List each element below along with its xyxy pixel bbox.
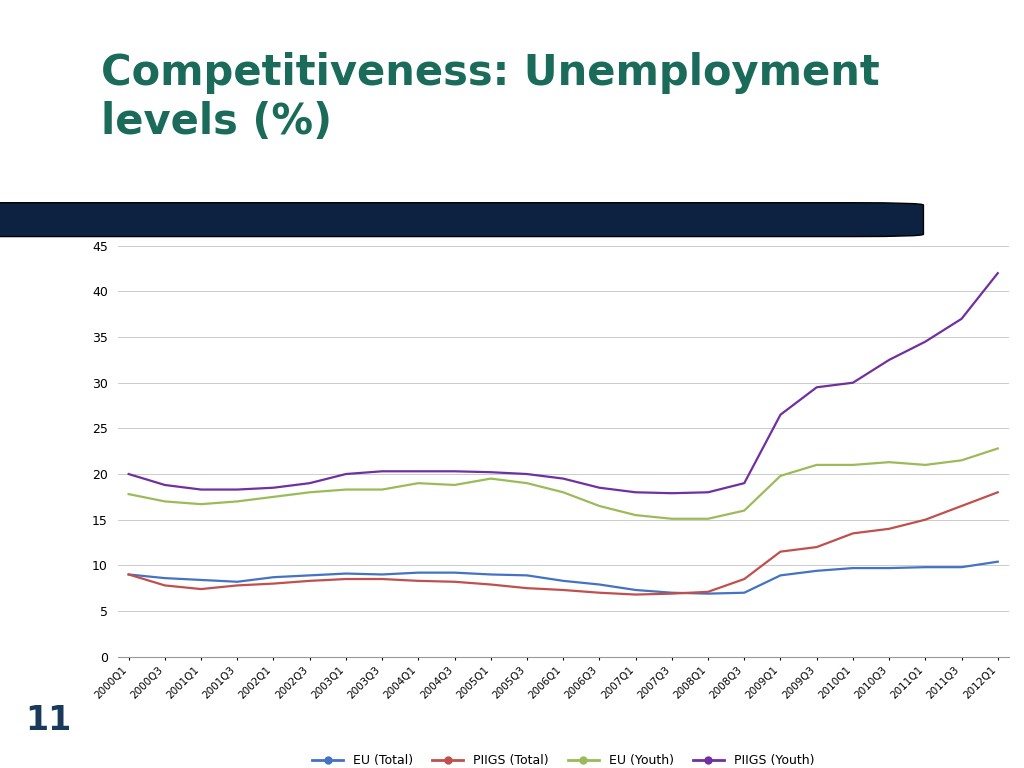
Text: 11: 11 [26, 704, 72, 737]
Legend: EU (Total), PIIGS (Total), EU (Youth), PIIGS (Youth): EU (Total), PIIGS (Total), EU (Youth), P… [307, 749, 819, 768]
FancyBboxPatch shape [0, 203, 924, 237]
Text: Competitiveness: Unemployment
levels (%): Competitiveness: Unemployment levels (%) [101, 52, 880, 143]
